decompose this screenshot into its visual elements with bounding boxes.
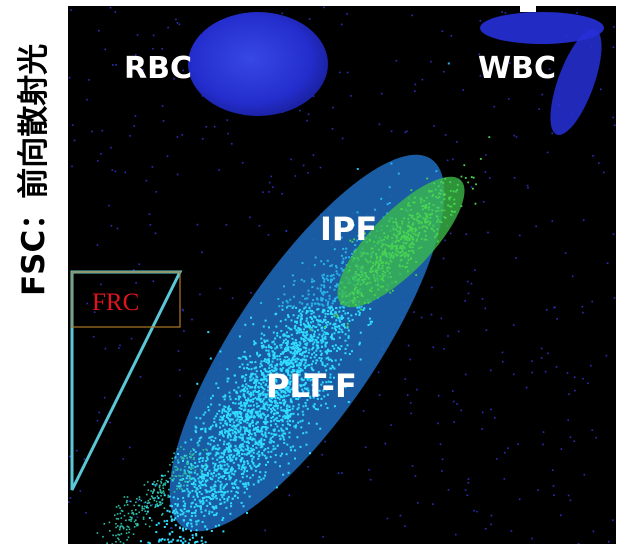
wbc-cluster-upper [480, 12, 604, 44]
wbc-label: WBC [478, 51, 556, 86]
ipf-points [309, 136, 491, 331]
wbc-cluster-lower [550, 29, 602, 135]
y-axis-label: FSC：前向散射光 [16, 44, 52, 296]
ipf-region [337, 176, 465, 308]
ipf-label: IPF [320, 210, 377, 248]
plt-f-label: PLT-F [266, 367, 357, 405]
scattergram-plot: RBC WBC IPF PLT-F FRC [68, 6, 616, 544]
rbc-label: RBC [124, 51, 192, 86]
frc-label-box [71, 271, 181, 328]
wbc-marker [520, 6, 536, 12]
y-axis-label-text: FSC：前向散射光 [16, 44, 52, 296]
rbc-cluster [188, 12, 328, 116]
frc-label: FRC [92, 289, 139, 316]
